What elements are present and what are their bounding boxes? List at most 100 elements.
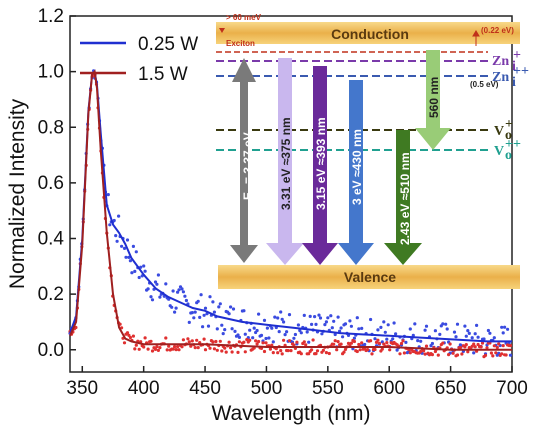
data-point-025w <box>115 239 119 243</box>
data-point-15w <box>242 340 246 344</box>
data-point-15w <box>215 348 219 352</box>
svg-text:560 nm: 560 nm <box>427 77 441 118</box>
data-point-025w <box>373 337 377 341</box>
data-point-15w <box>156 348 160 352</box>
data-point-15w <box>125 331 130 335</box>
svg-text:V: V <box>494 124 504 139</box>
x-tick-label: 450 <box>189 378 221 399</box>
data-point-025w <box>333 332 337 337</box>
data-point-15w <box>373 347 377 352</box>
zn-red-marker <box>472 30 480 46</box>
svg-text:= 3.37 eV: = 3.37 eV <box>241 132 255 184</box>
data-point-025w <box>180 287 184 291</box>
data-point-15w <box>268 347 272 351</box>
data-point-025w <box>455 322 460 326</box>
data-point-025w <box>292 336 296 340</box>
data-point-15w <box>336 340 340 344</box>
data-point-025w <box>313 315 317 319</box>
data-point-025w <box>416 339 420 343</box>
legend: 0.25 W 1.5 W <box>80 34 198 85</box>
data-point-15w <box>402 351 406 355</box>
data-point-15w <box>355 349 359 354</box>
data-point-025w <box>473 332 477 336</box>
data-point-025w <box>206 324 211 328</box>
data-point-15w <box>360 341 364 345</box>
data-point-025w <box>181 290 185 294</box>
data-point-025w <box>270 326 274 330</box>
data-point-15w <box>352 339 356 344</box>
data-point-15w <box>495 345 499 350</box>
arrow-393nm: 3.15 eV ≈393 nm <box>302 66 338 265</box>
svg-text:Zn: Zn <box>492 70 509 85</box>
data-point-025w <box>282 320 286 324</box>
data-point-15w <box>333 339 337 343</box>
data-point-025w <box>124 255 128 259</box>
data-point-15w <box>254 339 258 343</box>
data-point-025w <box>276 316 280 320</box>
svg-text:i: i <box>512 59 516 74</box>
data-point-15w <box>398 352 402 356</box>
data-point-15w <box>423 352 427 356</box>
x-tick-label: 700 <box>496 378 528 399</box>
data-point-025w <box>433 329 437 333</box>
data-point-025w <box>317 313 321 317</box>
data-point-15w <box>494 351 498 355</box>
data-point-15w <box>310 348 314 352</box>
data-point-025w <box>231 307 236 311</box>
svg-text:2.43 eV ≈510 nm: 2.43 eV ≈510 nm <box>398 152 412 245</box>
data-point-15w <box>399 341 404 346</box>
data-point-15w <box>180 345 184 349</box>
data-point-15w <box>380 347 384 351</box>
data-point-025w <box>164 282 168 286</box>
data-point-15w <box>224 350 228 354</box>
data-point-15w <box>264 341 268 345</box>
svg-text:3.31 eV ≈375 nm: 3.31 eV ≈375 nm <box>279 117 293 210</box>
data-point-025w <box>193 310 197 314</box>
data-point-025w <box>408 327 412 331</box>
data-point-15w <box>489 351 493 355</box>
data-point-15w <box>164 336 168 340</box>
x-tick-label: 500 <box>251 378 283 399</box>
data-point-025w <box>208 295 212 299</box>
data-point-15w <box>131 334 135 338</box>
data-point-15w <box>174 348 178 352</box>
data-point-025w <box>360 326 364 330</box>
data-point-025w <box>251 336 255 340</box>
data-point-025w <box>265 326 269 330</box>
data-point-025w <box>424 324 429 328</box>
data-point-025w <box>339 326 343 330</box>
data-point-025w <box>332 319 336 323</box>
data-point-15w <box>176 345 180 349</box>
data-point-025w <box>114 234 118 238</box>
data-point-15w <box>324 351 328 355</box>
data-point-025w <box>271 340 275 344</box>
data-point-15w <box>187 340 191 344</box>
data-point-025w <box>184 298 188 303</box>
data-point-025w <box>227 312 231 316</box>
data-point-15w <box>315 349 320 353</box>
svg-text:E: E <box>241 192 255 200</box>
data-point-025w <box>423 328 427 332</box>
data-point-025w <box>324 320 328 324</box>
data-point-025w <box>174 306 178 310</box>
data-point-025w <box>488 331 492 335</box>
y-axis-ticks: 0.0 0.2 0.4 0.6 0.8 1.0 1.2 <box>38 6 76 361</box>
data-point-025w <box>277 330 281 334</box>
data-point-025w <box>404 340 408 344</box>
data-point-025w <box>287 313 292 317</box>
data-point-15w <box>501 344 505 348</box>
data-point-025w <box>201 325 205 329</box>
data-point-025w <box>187 320 191 324</box>
data-point-025w <box>441 322 445 326</box>
arrow-560nm: 560 nm <box>415 50 451 150</box>
data-point-15w <box>208 346 212 350</box>
data-point-025w <box>125 238 130 242</box>
data-point-025w <box>130 271 134 275</box>
arrow-band-gap: E g = 3.37 eV <box>230 58 259 263</box>
svg-text:o: o <box>505 128 512 143</box>
data-point-15w <box>335 348 339 352</box>
data-point-025w <box>229 305 233 309</box>
data-point-025w <box>248 328 252 332</box>
data-point-025w <box>203 306 208 310</box>
data-point-025w <box>341 335 345 339</box>
